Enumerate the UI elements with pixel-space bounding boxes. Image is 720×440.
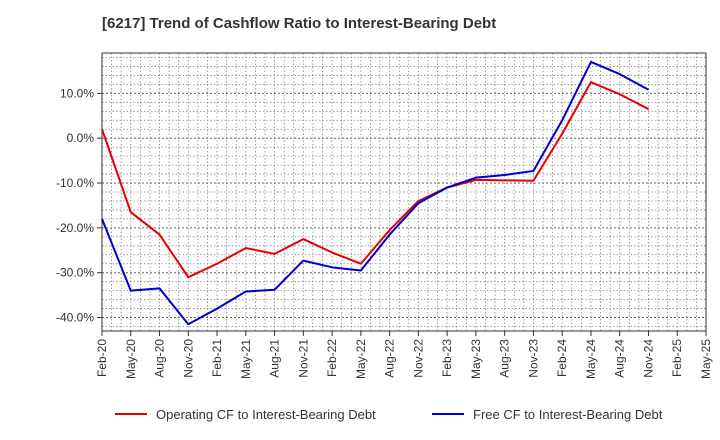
y-tick-label: 0.0% (67, 131, 95, 145)
x-tick-label: May-21 (239, 339, 253, 379)
series-line-free-cf (101, 60, 649, 326)
y-tick-label: -10.0% (56, 176, 94, 190)
series-line-operating-cf (101, 81, 649, 279)
x-tick-label: Nov-21 (296, 339, 310, 378)
x-tick-label: May-23 (469, 339, 483, 379)
x-tick-label: Nov-23 (526, 339, 540, 378)
chart-title: [6217] Trend of Cashflow Ratio to Intere… (102, 15, 497, 32)
y-tick-label: -30.0% (56, 266, 94, 280)
x-tick-label: May-20 (124, 339, 138, 379)
x-tick-label: Nov-20 (181, 339, 195, 378)
x-tick-label: May-24 (584, 339, 598, 379)
legend-label: Operating CF to Interest-Bearing Debt (156, 407, 376, 422)
x-tick-label: Nov-24 (641, 339, 655, 378)
x-tick-label: Aug-22 (383, 339, 397, 378)
y-tick-label: -40.0% (56, 311, 94, 325)
legend-label: Free CF to Interest-Bearing Debt (473, 407, 663, 422)
x-tick-label: Feb-22 (325, 339, 339, 377)
y-tick-label: 10.0% (60, 86, 94, 100)
x-tick-label: Aug-24 (613, 339, 627, 378)
x-tick-label: Aug-23 (498, 339, 512, 378)
x-tick-label: Nov-22 (411, 339, 425, 378)
x-tick-label: Feb-20 (95, 339, 109, 377)
x-tick-label: Feb-21 (210, 339, 224, 377)
x-tick-label: Feb-24 (555, 339, 569, 377)
x-tick-label: Aug-20 (153, 339, 167, 378)
x-tick-label: Aug-21 (268, 339, 282, 378)
x-tick-label: May-22 (354, 339, 368, 379)
x-tick-label: Feb-25 (670, 339, 684, 377)
x-tick-label: Feb-23 (440, 339, 454, 377)
plot-frame (101, 52, 707, 332)
y-tick-label: -20.0% (56, 221, 94, 235)
x-tick-label: May-25 (699, 339, 713, 379)
